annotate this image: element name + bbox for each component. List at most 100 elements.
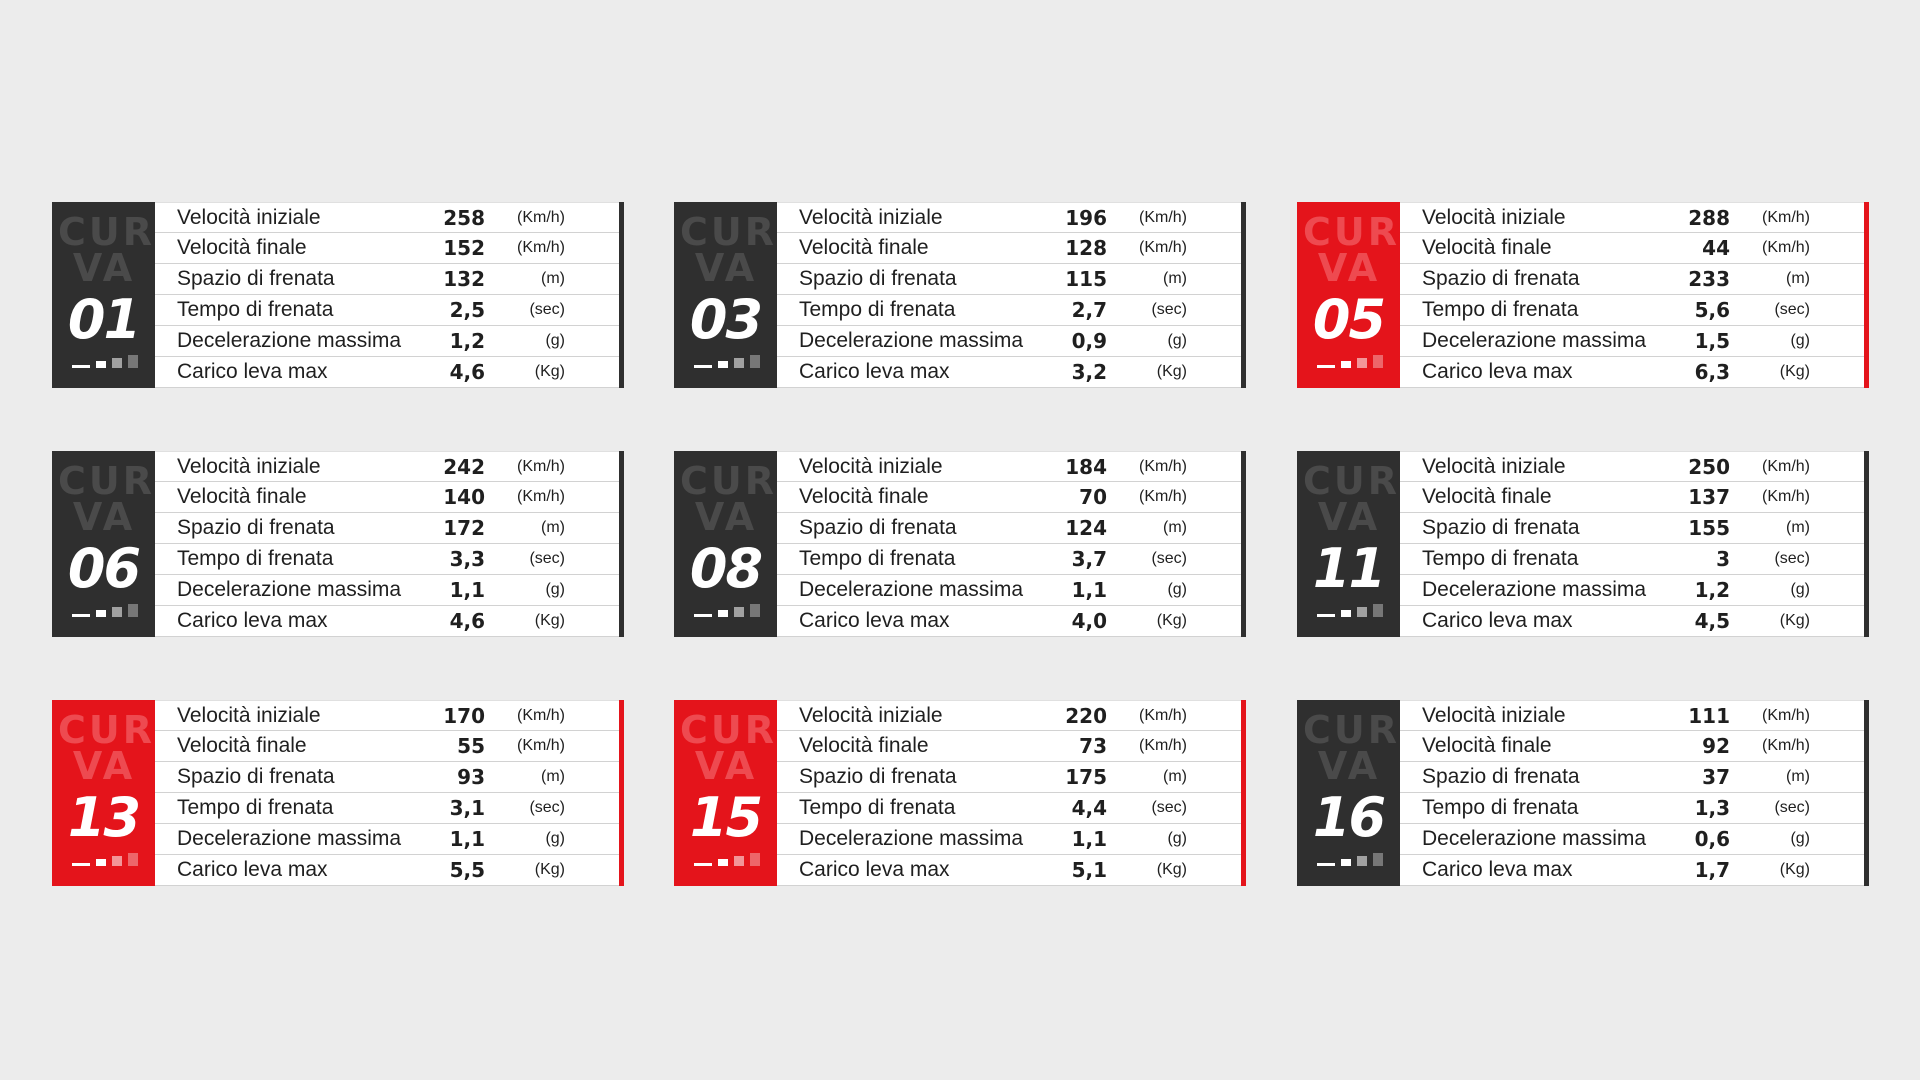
stat-unit: (m) bbox=[1163, 768, 1187, 785]
stat-value: 37 bbox=[1702, 765, 1730, 789]
stat-value: 1,1 bbox=[1071, 827, 1107, 851]
stat-label: Velocità iniziale bbox=[177, 454, 321, 478]
stat-value: 5,1 bbox=[1071, 858, 1107, 882]
curve-number: 03 bbox=[689, 288, 763, 351]
stat-row: Carico leva max 4,0 (Kg) bbox=[777, 606, 1241, 637]
curve-card-03: CUR VA 03 Velocità iniziale 196 (Km/h) Velocit… bbox=[674, 202, 1246, 388]
stat-label: Velocità iniziale bbox=[177, 205, 321, 229]
curve-badge: CUR VA 11 bbox=[1297, 451, 1400, 637]
stat-row: Carico leva max 4,5 (Kg) bbox=[1400, 606, 1864, 637]
stat-label: Carico leva max bbox=[799, 360, 950, 383]
bars-icon bbox=[72, 603, 142, 617]
stat-row: Carico leva max 3,2 (Kg) bbox=[777, 357, 1241, 388]
stat-row: Decelerazione massima 1,1 (g) bbox=[155, 824, 619, 855]
curve-badge: CUR VA 08 bbox=[674, 451, 777, 637]
curve-card-05: CUR VA 05 Velocità iniziale 288 (Km/h) Velocit… bbox=[1297, 202, 1869, 388]
stat-row: Decelerazione massima 1,1 (g) bbox=[777, 824, 1241, 855]
stat-row: Velocità iniziale 288 (Km/h) bbox=[1400, 202, 1864, 233]
stat-label: Spazio di frenata bbox=[1422, 516, 1580, 539]
curve-word-line-1: CUR bbox=[1303, 459, 1400, 503]
curve-word: CUR VA bbox=[680, 711, 774, 785]
curve-word: CUR VA bbox=[58, 213, 152, 287]
stat-value: 172 bbox=[443, 516, 485, 540]
stat-label: Tempo di frenata bbox=[1422, 796, 1579, 819]
curve-word-line-2: VA bbox=[72, 495, 136, 539]
curve-word-line-1: CUR bbox=[58, 708, 155, 752]
curve-word-line-2: VA bbox=[72, 744, 136, 788]
stat-unit: (g) bbox=[545, 581, 565, 598]
stat-value: 175 bbox=[1065, 765, 1107, 789]
stat-label: Tempo di frenata bbox=[799, 796, 956, 819]
stats-table: Velocità iniziale 250 (Km/h) Velocità final… bbox=[1400, 451, 1864, 637]
stat-label: Velocità iniziale bbox=[177, 703, 321, 727]
stat-value: 1,7 bbox=[1694, 858, 1730, 882]
stats-table: Velocità iniziale 111 (Km/h) Velocità final… bbox=[1400, 700, 1864, 886]
stat-row: Velocità iniziale 258 (Km/h) bbox=[155, 202, 619, 233]
stat-unit: (m) bbox=[541, 270, 565, 287]
stat-unit: (Kg) bbox=[1779, 861, 1810, 878]
curve-word-line-2: VA bbox=[1317, 495, 1381, 539]
stat-label: Decelerazione massima bbox=[1422, 578, 1647, 601]
stat-value: 1,1 bbox=[1071, 578, 1107, 602]
stat-row: Tempo di frenata 2,5 (sec) bbox=[155, 295, 619, 326]
stat-unit: (sec) bbox=[1151, 301, 1187, 318]
stat-unit: (m) bbox=[541, 768, 565, 785]
stat-label: Carico leva max bbox=[177, 858, 328, 881]
curve-word: CUR VA bbox=[1303, 711, 1397, 785]
stat-label: Decelerazione massima bbox=[177, 578, 402, 601]
stat-label: Decelerazione massima bbox=[1422, 329, 1647, 352]
stat-label: Velocità finale bbox=[799, 734, 929, 757]
stats-table: Velocità iniziale 220 (Km/h) Velocità final… bbox=[777, 700, 1241, 886]
stat-row: Velocità finale 44 (Km/h) bbox=[1400, 233, 1864, 264]
stat-unit: (g) bbox=[1167, 581, 1187, 598]
stat-value: 140 bbox=[443, 485, 485, 509]
stat-value: 170 bbox=[443, 703, 485, 728]
stat-label: Decelerazione massima bbox=[1422, 827, 1647, 850]
stat-unit: (m) bbox=[1786, 768, 1810, 785]
bars-icon bbox=[72, 354, 142, 368]
stat-unit: (Km/h) bbox=[1762, 208, 1810, 226]
stat-unit: (Kg) bbox=[1779, 363, 1810, 380]
stat-unit: (m) bbox=[541, 519, 565, 536]
stat-value: 44 bbox=[1702, 236, 1730, 260]
stat-row: Tempo di frenata 3 (sec) bbox=[1400, 544, 1864, 575]
stat-label: Carico leva max bbox=[1422, 609, 1573, 632]
stat-label: Velocità iniziale bbox=[799, 205, 943, 229]
stat-value: 1,2 bbox=[449, 329, 485, 353]
curve-word: CUR VA bbox=[680, 462, 774, 536]
stat-label: Velocità iniziale bbox=[1422, 703, 1566, 727]
stat-value: 250 bbox=[1688, 454, 1730, 479]
stat-value: 0,9 bbox=[1071, 329, 1107, 353]
stat-unit: (Km/h) bbox=[1762, 737, 1810, 754]
stat-row: Carico leva max 1,7 (Kg) bbox=[1400, 855, 1864, 886]
curve-card-13: CUR VA 13 Velocità iniziale 170 (Km/h) Velocit… bbox=[52, 700, 624, 886]
stat-row: Decelerazione massima 1,5 (g) bbox=[1400, 326, 1864, 357]
stat-unit: (Kg) bbox=[1156, 861, 1187, 878]
stat-label: Velocità iniziale bbox=[1422, 205, 1566, 229]
stat-value: 3,3 bbox=[449, 547, 485, 571]
card-edge-bar bbox=[1241, 700, 1246, 886]
stat-row: Velocità iniziale 250 (Km/h) bbox=[1400, 451, 1864, 482]
stat-label: Velocità iniziale bbox=[799, 454, 943, 478]
stat-value: 258 bbox=[443, 205, 485, 230]
stat-row: Velocità finale 140 (Km/h) bbox=[155, 482, 619, 513]
stat-label: Velocità iniziale bbox=[1422, 454, 1566, 478]
stat-row: Tempo di frenata 1,3 (sec) bbox=[1400, 793, 1864, 824]
curve-word: CUR VA bbox=[1303, 459, 1400, 539]
stats-table: Velocità iniziale 258 (Km/h) Velocità final… bbox=[155, 202, 619, 388]
stat-label: Velocità iniziale bbox=[799, 703, 943, 727]
stat-label: Velocità finale bbox=[799, 485, 929, 508]
curve-badge: CUR VA 06 bbox=[52, 451, 155, 637]
stat-value: 1,5 bbox=[1694, 329, 1730, 353]
stat-row: Spazio di frenata 172 (m) bbox=[155, 513, 619, 544]
stat-unit: (sec) bbox=[529, 799, 565, 816]
stats-table: Velocità iniziale 288 (Km/h) Velocità final… bbox=[1400, 202, 1864, 388]
stat-unit: (Km/h) bbox=[1762, 706, 1810, 724]
stat-value: 184 bbox=[1065, 454, 1107, 479]
stat-row: Velocità finale 152 (Km/h) bbox=[155, 233, 619, 264]
stat-value: 2,5 bbox=[449, 298, 485, 322]
card-edge-bar bbox=[1241, 451, 1246, 637]
stat-row: Tempo di frenata 5,6 (sec) bbox=[1400, 295, 1864, 326]
stat-label: Spazio di frenata bbox=[177, 765, 335, 788]
card-edge-bar bbox=[619, 451, 624, 637]
